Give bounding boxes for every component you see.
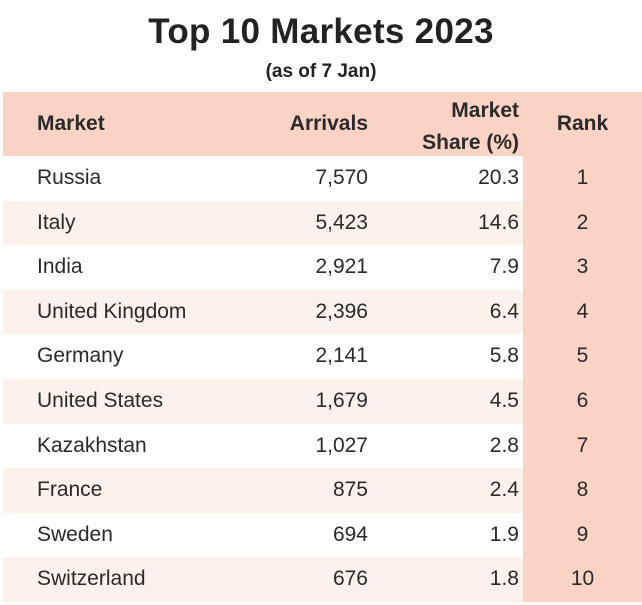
rank-cell-background [523, 289, 642, 335]
market-cell: United Kingdom [37, 299, 187, 323]
market-share-cell: 7.9 [489, 255, 519, 279]
arrivals-cell: 875 [332, 478, 368, 502]
market-cell: Germany [37, 344, 124, 368]
market-share-cell: 2.8 [489, 433, 519, 457]
market-share-cell: 6.4 [489, 299, 519, 323]
header-market-share-line2: Share (%) [422, 131, 519, 154]
rank-cell-background [523, 557, 642, 602]
rank-cell-background [523, 512, 642, 558]
market-cell: Sweden [37, 522, 113, 546]
market-cell: India [37, 255, 83, 279]
market-share-cell: 20.3 [478, 166, 519, 189]
market-share-cell: 14.6 [478, 210, 519, 234]
table-row: Russia 7,570 20.3 1 [3, 156, 642, 201]
rank-cell: 9 [576, 522, 589, 546]
table-row: Sweden 694 1.9 9 [3, 512, 642, 558]
table-subtitle: (as of 7 Jan) [265, 61, 377, 82]
arrivals-cell: 694 [332, 522, 368, 546]
header-arrivals: Arrivals [289, 112, 368, 135]
market-share-cell: 5.8 [489, 344, 519, 368]
table-row: Switzerland 676 1.8 10 [3, 557, 642, 602]
rank-cell: 1 [576, 166, 589, 189]
market-cell: Italy [37, 210, 76, 234]
table-row: France 875 2.4 8 [3, 468, 642, 513]
rank-cell-background [523, 423, 642, 469]
header-market: Market [37, 112, 105, 135]
header-market-share-line1: Market [451, 99, 519, 122]
header-market-share: Market Share (%) [422, 95, 519, 159]
market-cell: Kazakhstan [37, 433, 147, 457]
market-share-cell: 1.8 [489, 567, 519, 591]
arrivals-cell: 5,423 [315, 210, 368, 234]
arrivals-cell: 2,921 [315, 255, 368, 279]
market-cell: France [37, 478, 103, 502]
rank-cell-background [523, 200, 642, 246]
arrivals-cell: 2,396 [315, 299, 368, 323]
rank-cell-background [523, 245, 642, 290]
rank-cell-background [523, 468, 642, 513]
rank-cell: 4 [576, 299, 589, 323]
rank-cell: 8 [576, 478, 589, 502]
rank-cell: 7 [576, 433, 589, 457]
table-row: Italy 5,423 14.6 2 [3, 200, 642, 246]
rank-cell: 6 [576, 388, 589, 412]
table-header: Market Arrivals Market Share (%) Rank [3, 92, 642, 156]
table-row: United States 1,679 4.5 6 [3, 378, 642, 424]
arrivals-cell: 7,570 [315, 166, 368, 189]
markets-table: Market Arrivals Market Share (%) Rank Ru… [3, 92, 642, 602]
table-body: Russia 7,570 20.3 1 Italy 5,423 14.6 2 India 2,92… [3, 156, 642, 602]
market-share-cell: 1.9 [489, 522, 519, 546]
header-rank: Rank [556, 112, 609, 135]
table-title: Top 10 Markets 2023 [148, 12, 494, 51]
market-share-cell: 2.4 [489, 478, 519, 502]
rank-cell-background [523, 334, 642, 379]
market-cell: Switzerland [37, 567, 146, 591]
market-share-cell: 4.5 [489, 388, 519, 412]
arrivals-cell: 676 [332, 567, 368, 591]
table-row: Kazakhstan 1,027 2.8 7 [3, 423, 642, 469]
market-cell: Russia [37, 166, 102, 189]
arrivals-cell: 2,141 [315, 344, 368, 368]
arrivals-cell: 1,027 [315, 433, 368, 457]
arrivals-cell: 1,679 [315, 388, 368, 412]
rank-cell-background [523, 378, 642, 424]
table-row: United Kingdom 2,396 6.4 4 [3, 289, 642, 335]
rank-cell: 2 [576, 210, 589, 234]
rank-cell: 10 [570, 567, 595, 591]
table-row: India 2,921 7.9 3 [3, 245, 642, 290]
rank-cell: 3 [576, 255, 589, 279]
market-cell: United States [37, 388, 164, 412]
table-row: Germany 2,141 5.8 5 [3, 334, 642, 379]
rank-cell: 5 [576, 344, 589, 368]
rank-cell-background [523, 156, 642, 201]
